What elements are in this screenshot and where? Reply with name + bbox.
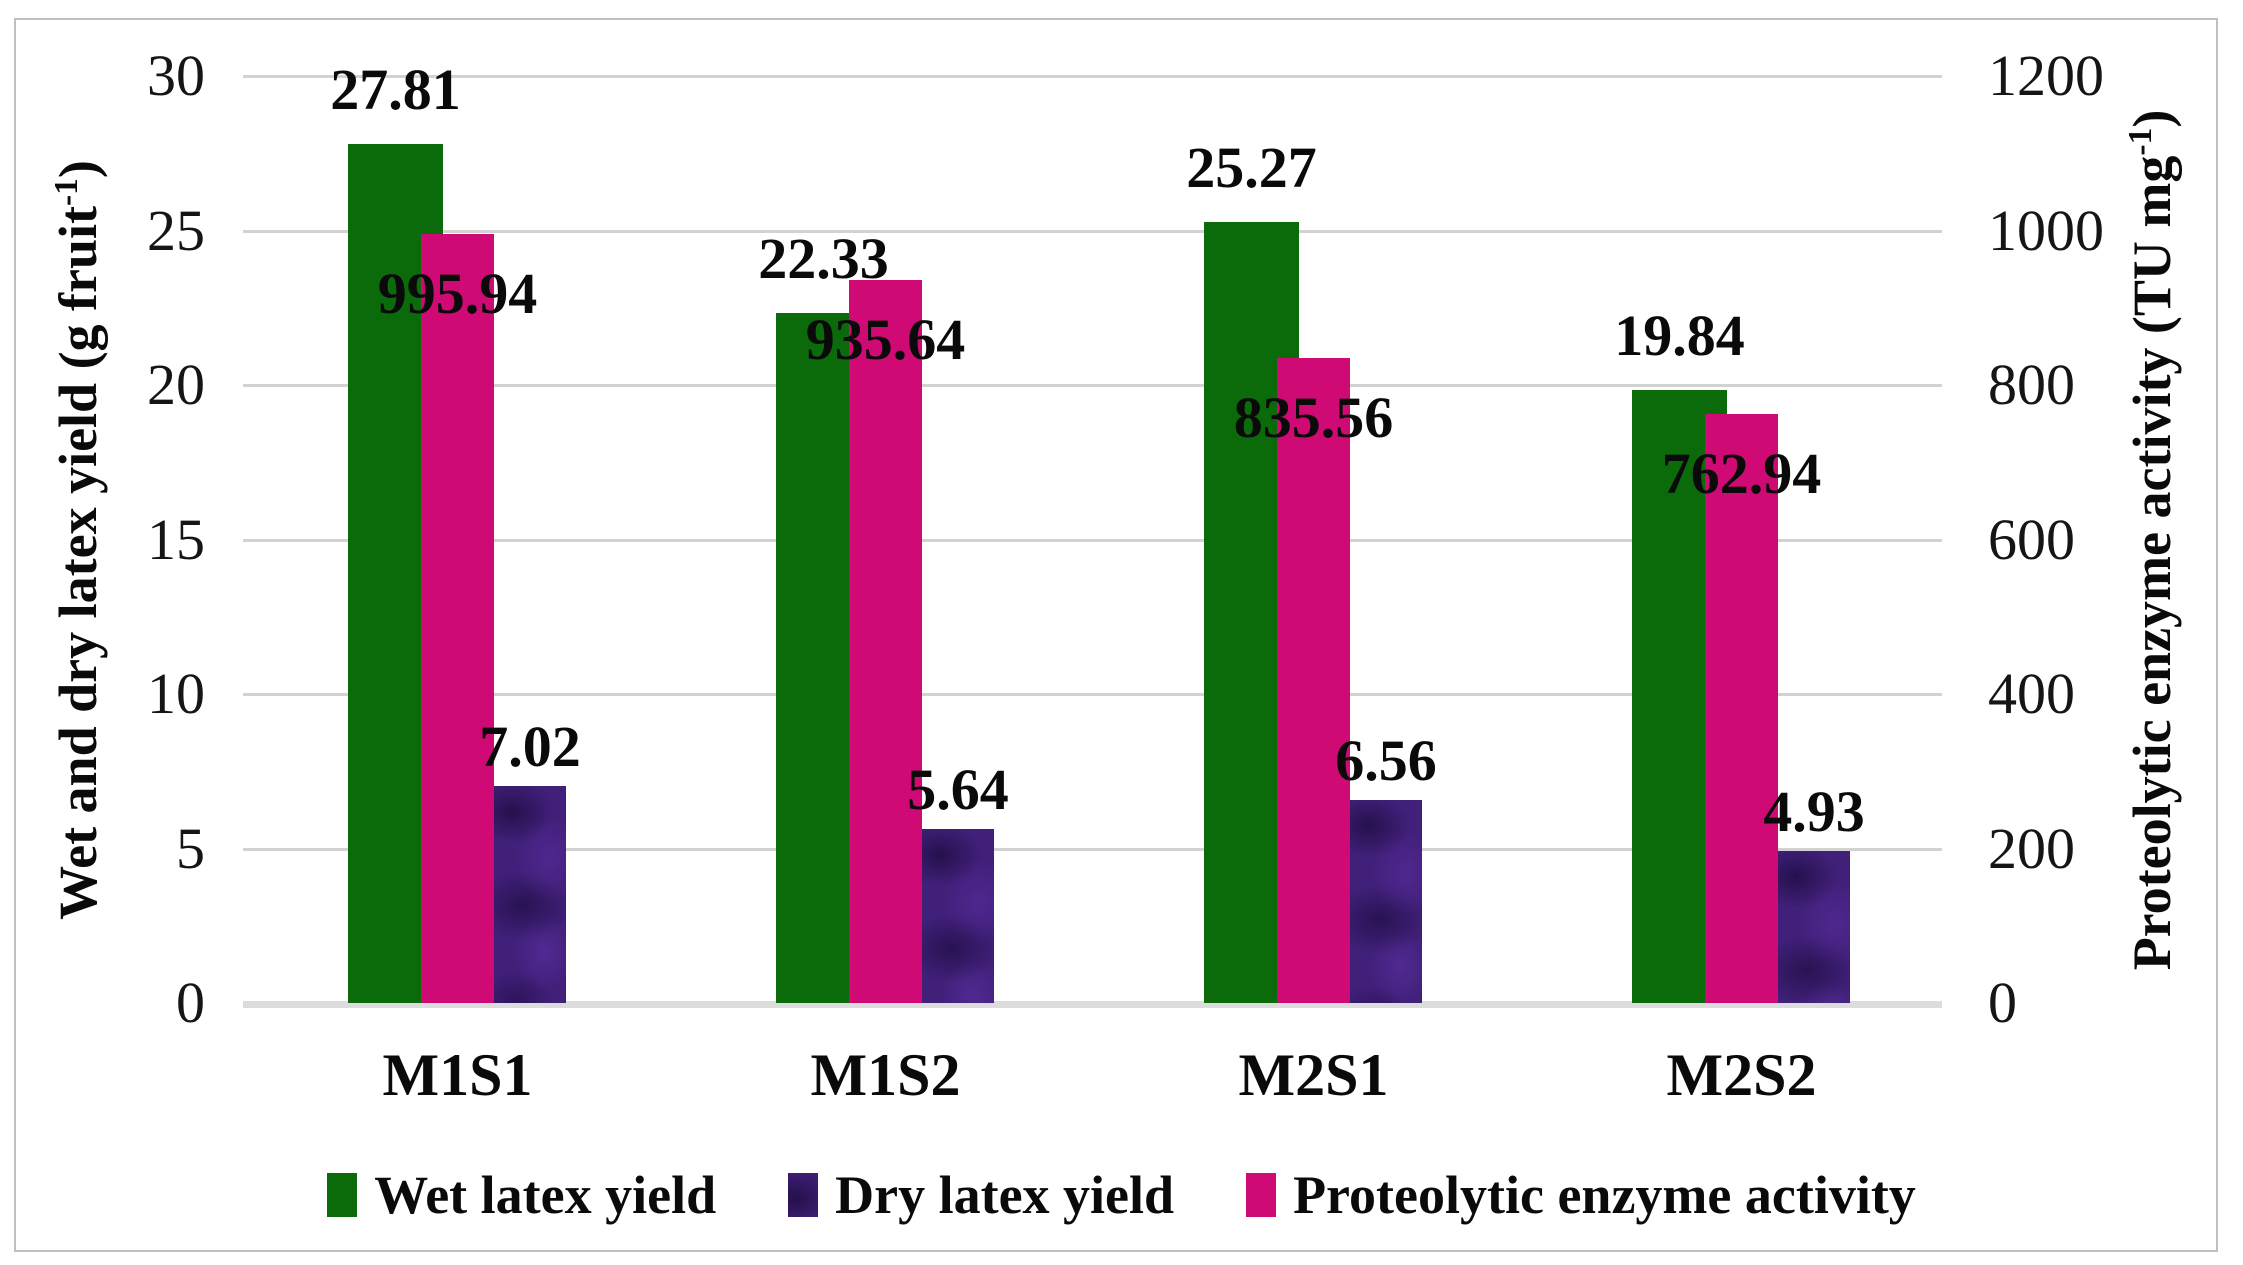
data-label-dry-latex-yield-m1s1: 7.02 [479, 714, 581, 780]
legend-label-dry-latex-yield: Dry latex yield [835, 1165, 1175, 1225]
left-axis-tick-label: 5 [176, 815, 205, 881]
bar-dry-latex-yield-m1s1 [494, 786, 566, 1003]
data-label-dry-latex-yield-m2s2: 4.93 [1763, 778, 1865, 844]
x-axis-category-label-m2s1: M2S1 [1238, 1042, 1389, 1108]
data-label-wet-latex-yield-m2s2: 19.84 [1614, 302, 1745, 368]
left-axis-tick-label: 10 [147, 661, 205, 726]
data-label-wet-latex-yield-m1s2: 22.33 [758, 226, 889, 291]
x-axis-category-label-m1s2: M1S2 [810, 1042, 961, 1108]
gridline [243, 538, 1942, 542]
legend-item-wet-latex-yield: Wet latex yield [327, 1168, 716, 1222]
data-label-proteolytic-enzyme-activity-m2s2: 762.94 [1661, 440, 1822, 506]
data-label-wet-latex-yield-m1s1: 27.81 [330, 56, 461, 122]
bar-proteolytic-enzyme-activity-m1s1 [421, 233, 494, 1003]
left-y-axis-title-close: ) [48, 160, 108, 179]
x-axis-category-label-m1s1: M1S1 [382, 1042, 533, 1108]
left-axis-tick-label: 25 [147, 197, 205, 263]
data-label-wet-latex-yield-m2s1: 25.27 [1186, 135, 1317, 201]
right-axis-tick-label: 1200 [1988, 43, 2104, 108]
left-axis-tick-label: 0 [176, 970, 205, 1035]
legend-item-dry-latex-yield: Dry latex yield [788, 1168, 1174, 1222]
bar-proteolytic-enzyme-activity-m1s2 [849, 280, 922, 1003]
left-axis-tick-label: 20 [147, 352, 205, 417]
bar-dry-latex-yield-m1s2 [922, 828, 994, 1003]
legend: Wet latex yield Dry latex yield Proteolyti… [0, 1150, 2243, 1240]
legend-label-proteolytic-enzyme-activity: Proteolytic enzyme activity [1293, 1165, 1916, 1225]
right-y-axis-title-close: ) [2122, 109, 2182, 128]
left-axis-tick-label: 15 [147, 506, 205, 572]
data-label-proteolytic-enzyme-activity-m1s2: 935.64 [805, 307, 966, 373]
right-axis-tick-label: 400 [1988, 661, 2075, 726]
legend-label-wet-latex-yield: Wet latex yield [374, 1165, 717, 1225]
right-axis-tick-label: 1000 [1988, 197, 2104, 263]
right-axis-tick-label: 0 [1988, 970, 2017, 1035]
legend-item-proteolytic-enzyme-activity: Proteolytic enzyme activity [1246, 1168, 1916, 1222]
right-y-axis-title-superscript: -1 [2122, 127, 2159, 156]
gridline [243, 693, 1942, 696]
x-axis-category-label-m2s2: M2S2 [1666, 1042, 1817, 1108]
bar-proteolytic-enzyme-activity-m2s2 [1705, 413, 1778, 1003]
gridline [243, 75, 1942, 78]
right-axis-tick-label: 800 [1988, 352, 2075, 417]
data-label-dry-latex-yield-m2s1: 6.56 [1335, 728, 1437, 794]
data-label-proteolytic-enzyme-activity-m2s1: 835.56 [1233, 384, 1394, 450]
figure-border [14, 18, 2218, 1252]
gridline [243, 384, 1942, 387]
legend-swatch-wet-latex-yield [327, 1173, 358, 1217]
gridline [243, 847, 1942, 851]
right-axis-tick-label: 600 [1988, 506, 2075, 572]
x-axis-baseline [243, 1001, 1942, 1008]
bar-dry-latex-yield-m2s1 [1350, 800, 1422, 1003]
left-axis-tick-label: 30 [147, 43, 205, 108]
data-label-proteolytic-enzyme-activity-m1s1: 995.94 [377, 260, 538, 326]
bar-dry-latex-yield-m2s2 [1778, 850, 1850, 1003]
legend-swatch-proteolytic-enzyme-activity [1246, 1173, 1277, 1217]
right-axis-tick-label: 200 [1988, 815, 2075, 881]
gridline [243, 229, 1942, 233]
bar-proteolytic-enzyme-activity-m2s1 [1277, 357, 1350, 1003]
data-label-dry-latex-yield-m1s2: 5.64 [907, 756, 1009, 822]
legend-swatch-dry-latex-yield [788, 1173, 819, 1217]
